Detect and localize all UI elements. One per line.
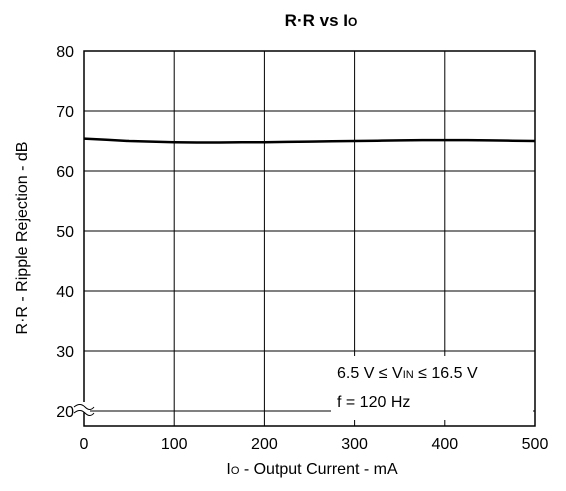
annotation-box [331,356,533,420]
y-tick-label: 40 [56,284,74,301]
x-axis-label: IO - Output Current - mA [226,461,398,478]
y-tick-label: 20 [56,404,74,421]
chart-title-main: R·R vs I [285,11,348,30]
y-tick-label: 30 [56,344,74,361]
y-tick-label: 60 [56,164,74,181]
x-tick-label: 400 [431,436,458,453]
y-tick-labels: 20 30 40 50 60 70 80 [56,44,74,421]
grid-lines [84,51,535,426]
x-tick-label: 0 [80,436,89,453]
annotation-frequency: f = 120 Hz [337,394,410,411]
annotation-vin-range: 6.5 V ≤ VIN ≤ 16.5 V [337,365,478,382]
chart-title-sub: O [348,15,357,29]
x-tick-labels: 0 100 200 300 400 500 [80,436,549,453]
x-tick-label: 100 [161,436,188,453]
y-axis-break-mark [73,402,95,416]
y-tick-label: 50 [56,224,74,241]
y-tick-label: 70 [56,104,74,121]
chart-title: R·R vs IO [285,11,358,30]
x-tick-label: 200 [251,436,278,453]
plot-frame [83,50,536,427]
y-tick-label: 80 [56,44,74,61]
series-layer [83,137,536,144]
x-tick-label: 500 [522,436,549,453]
series-line-0 [83,137,536,144]
x-tick-label: 300 [341,436,368,453]
y-axis-label: R·R - Ripple Rejection - dB [14,142,31,335]
